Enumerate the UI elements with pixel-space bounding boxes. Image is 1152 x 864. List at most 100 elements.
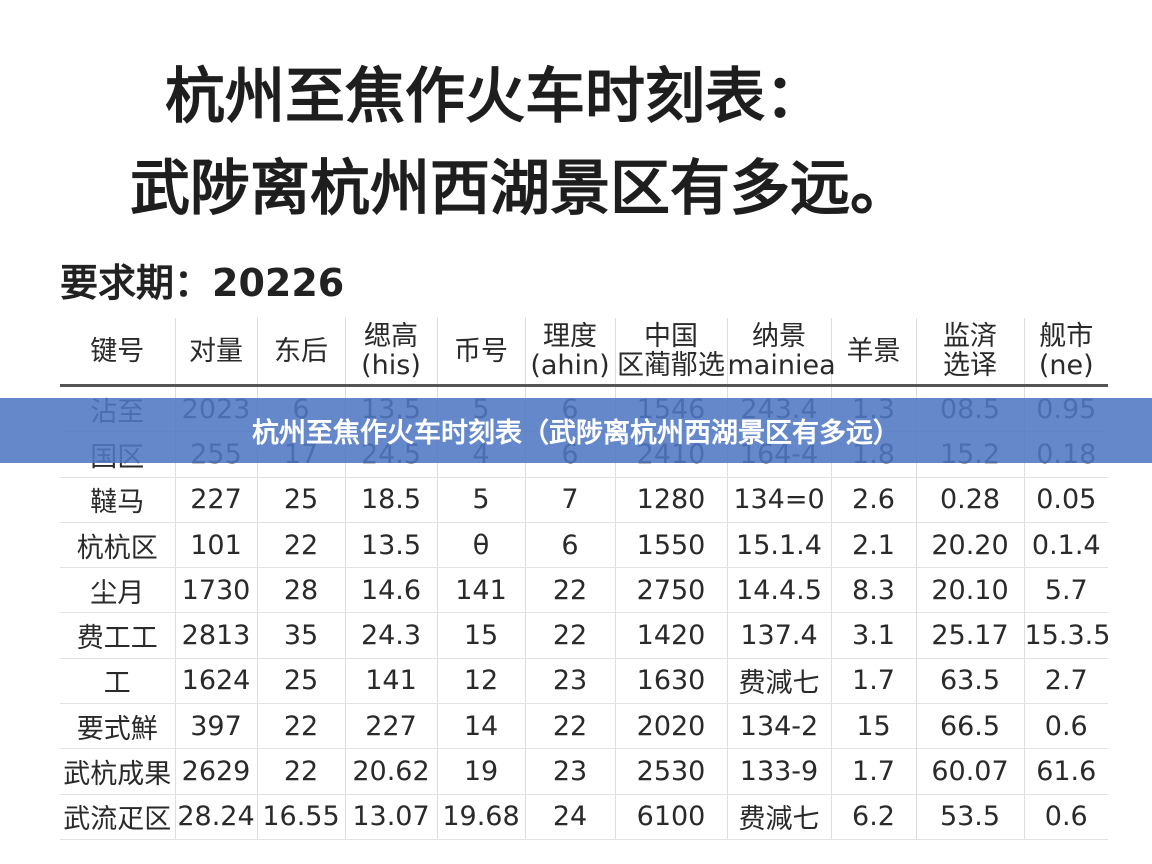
table-cell: 19	[436, 748, 525, 795]
table-cell: 15	[830, 703, 916, 750]
table-cell: 工	[60, 658, 175, 705]
table-cell: 137.4	[726, 612, 831, 659]
table-cell: 2629	[174, 748, 257, 795]
title-line: 武陟离杭州西湖景区有多远。	[130, 154, 910, 224]
table-cell: 19.68	[436, 794, 525, 840]
table-cell: 227	[344, 703, 437, 750]
table-cell: 134=0	[726, 477, 831, 523]
table-cell: 14	[436, 703, 525, 750]
table-row: 工 1624 25 141 12 23 1630 费減七 1.7 63.5 2.7	[60, 658, 1108, 705]
table-cell: 15.3.5	[1023, 612, 1110, 659]
column-header: 东后	[256, 318, 345, 387]
table-cell: 23	[524, 658, 615, 705]
table-cell: 韃马	[60, 477, 175, 523]
table-row: 要式鮮 397 22 227 14 22 2020 134-2 15 66.5 0.6	[60, 703, 1108, 750]
table-cell: 66.5	[915, 703, 1024, 750]
table-row: 杭杭区 101 22 13.5 θ 6 1550 15.1.4 2.1 20.20 0.1.4	[60, 522, 1108, 569]
table-cell: 60.07	[915, 748, 1024, 795]
table-cell: 杭杭区	[60, 522, 175, 569]
table-cell: 22	[524, 612, 615, 659]
table-cell: 53.5	[915, 794, 1024, 840]
table-cell: 22	[524, 567, 615, 614]
table-cell: 2.6	[830, 477, 916, 523]
table-cell: 2.7	[1023, 658, 1108, 705]
table-cell: 141	[436, 567, 525, 614]
table-cell: 101	[174, 522, 257, 569]
table-cell: 16.55	[256, 794, 345, 840]
table-cell: 0.05	[1023, 477, 1108, 523]
table-cell: 6100	[614, 794, 727, 840]
table-cell: 3.1	[830, 612, 916, 659]
table-cell: θ	[436, 522, 525, 569]
table-cell: 20.20	[915, 522, 1024, 569]
table-cell: 18.5	[344, 477, 437, 523]
table-cell: 2750	[614, 567, 727, 614]
table-cell: 1420	[614, 612, 727, 659]
table-cell: 227	[174, 477, 257, 523]
table-cell: 8.3	[830, 567, 916, 614]
table-row: 费工工 2813 35 24.3 15 22 1420 137.4 3.1 25.17 15.3.5	[60, 612, 1110, 659]
table-cell: 费工工	[60, 612, 175, 659]
table-cell: 15	[436, 612, 525, 659]
table-cell: 2020	[614, 703, 727, 750]
table-cell: 397	[174, 703, 257, 750]
table-cell: 7	[524, 477, 615, 523]
table-cell: 费減七	[726, 658, 831, 705]
table-cell: 12	[436, 658, 525, 705]
table-cell: 141	[344, 658, 437, 705]
table-cell: 1730	[174, 567, 257, 614]
table-row: 武杭成果 2629 22 20.62 19 23 2530 133-9 1.7 60.07 61.6	[60, 748, 1108, 795]
table-cell: 1280	[614, 477, 727, 523]
table-cell: 28	[256, 567, 345, 614]
table-cell: 2.1	[830, 522, 916, 569]
table-cell: 5	[436, 477, 525, 523]
table-cell: 0.28	[915, 477, 1024, 523]
column-header: 键号	[60, 318, 175, 387]
table-cell: 0.1.4	[1023, 522, 1108, 569]
table-cell: 5.7	[1023, 567, 1108, 614]
table-cell: 35	[256, 612, 345, 659]
table-cell: 6.2	[830, 794, 916, 840]
table-cell: 20.10	[915, 567, 1024, 614]
table-row: 韃马 227 25 18.5 5 7 1280 134=0 2.6 0.28 0.05	[60, 477, 1108, 523]
column-header: 对量	[174, 318, 257, 387]
banner: 杭州至焦作火车时刻表（武陟离杭州西湖景区有多远）	[0, 398, 1152, 463]
column-header: 舰市 (ne)	[1023, 318, 1108, 387]
table-cell: 23	[524, 748, 615, 795]
table-cell: 61.6	[1023, 748, 1108, 795]
table-cell: 24	[524, 794, 615, 840]
title-line: 杭州至焦作火车时刻表：	[165, 62, 825, 132]
table-cell: 要式鮮	[60, 703, 175, 750]
table-cell: 2530	[614, 748, 727, 795]
table-cell: 6	[524, 522, 615, 569]
table-cell: 1624	[174, 658, 257, 705]
table-cell: 1550	[614, 522, 727, 569]
column-header: 羊景	[830, 318, 916, 387]
column-header: 纳景 mainiea	[726, 318, 836, 387]
table-cell: 63.5	[915, 658, 1024, 705]
table-cell: 22	[256, 703, 345, 750]
table-cell: 20.62	[344, 748, 437, 795]
table-cell: 14.6	[344, 567, 437, 614]
table-cell: 22	[524, 703, 615, 750]
column-header: 币号	[436, 318, 525, 387]
table-cell: 25	[256, 477, 345, 523]
table-cell: 133-9	[726, 748, 831, 795]
subtitle: 要求期：20226	[60, 261, 345, 305]
table-cell: 24.3	[344, 612, 437, 659]
table-cell: 25	[256, 658, 345, 705]
timetable: 键号 对量 东后 缌高 (his) 币号 理度 (ahin) 中国 区蔺鄁选 纳景 maini…	[60, 318, 1110, 840]
header-row: 键号 对量 东后 缌高 (his) 币号 理度 (ahin) 中国 区蔺鄁选 纳景 maini…	[60, 318, 1108, 387]
table-cell: 武流疋区	[60, 794, 175, 840]
table-row: 武流疋区 28.24 16.55 13.07 19.68 24 6100 费減七 6.2 53.5…	[60, 794, 1108, 840]
table-cell: 22	[256, 522, 345, 569]
column-header: 监済 选译	[915, 318, 1024, 387]
table-cell: 25.17	[915, 612, 1024, 659]
table-cell: 费減七	[726, 794, 831, 840]
table-row: 尘月 1730 28 14.6 141 22 2750 14.4.5 8.3 20.10 5.7	[60, 567, 1108, 614]
table-cell: 0.6	[1023, 794, 1108, 840]
table-cell: 1630	[614, 658, 727, 705]
table-cell: 15.1.4	[726, 522, 831, 569]
table-cell: 134-2	[726, 703, 831, 750]
